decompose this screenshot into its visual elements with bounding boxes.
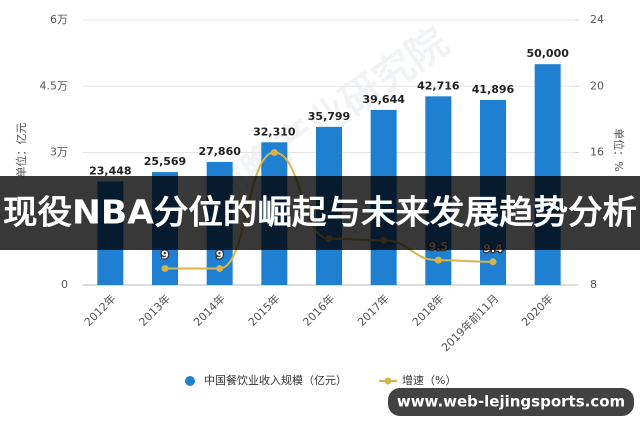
data-label: 50,000 [526,47,569,60]
legend-label: 增速（%） [402,373,456,387]
y-tick-label: 0 [61,278,68,291]
data-label: 9 [161,248,169,261]
headline-band [0,176,640,250]
data-label: 27,860 [198,145,241,158]
data-label: 9 [216,248,224,261]
y2-tick-label: 20 [590,79,604,92]
y2-tick-label: 8 [590,278,597,291]
line-point [270,149,278,156]
data-label: 32,310 [253,125,296,138]
data-label: 42,716 [417,79,460,92]
y-tick-label: 4.5万 [40,79,69,92]
x-tick-label: 2017年 [354,291,391,328]
x-tick-label: 2014年 [190,291,227,328]
url-badge [388,388,634,416]
x-tick-label: 2019年前11月 [438,291,501,354]
line-point [216,264,224,272]
legend-swatch [384,377,392,385]
y2-tick-label: 16 [590,146,604,159]
x-tick-label: 2015年 [245,291,282,328]
legend: 中国餐饮业收入规模（亿元） 增速（%） [185,373,456,387]
data-label: 25,569 [144,155,186,168]
url: www.web-lejingsports.com [397,393,625,411]
headline: 现役NBA分位的崛起与未来发展趋势分析 [3,193,637,232]
bar [534,64,561,286]
data-label: 35,799 [308,110,350,123]
x-tick-label: 2020年 [518,291,555,328]
y-tick-label: 6万 [50,13,68,26]
legend-swatch [185,376,195,386]
y2-tick-label: 24 [590,13,604,26]
data-label: 41,896 [472,83,515,96]
y-tick-label: 3万 [50,146,68,159]
x-tick-label: 2012年 [81,291,118,328]
x-tick-label: 2018年 [409,291,446,328]
line-point [489,258,497,266]
line-point [161,264,169,272]
x-tick-label: 2013年 [136,291,173,328]
data-label: 39,644 [362,93,405,106]
x-tick-label: 2016年 [300,291,337,328]
y2-axis-label: 单位：% [612,128,626,171]
legend-label: 中国餐饮业收入规模（亿元） [204,373,347,387]
y-axis-label: 单位：亿元 [14,123,28,178]
line-point [434,256,442,264]
data-label: 23,448 [89,164,131,177]
